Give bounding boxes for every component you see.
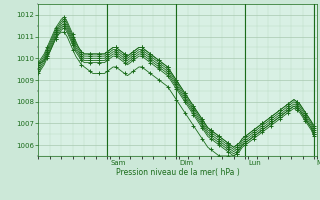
X-axis label: Pression niveau de la mer( hPa ): Pression niveau de la mer( hPa ) [116, 168, 239, 177]
